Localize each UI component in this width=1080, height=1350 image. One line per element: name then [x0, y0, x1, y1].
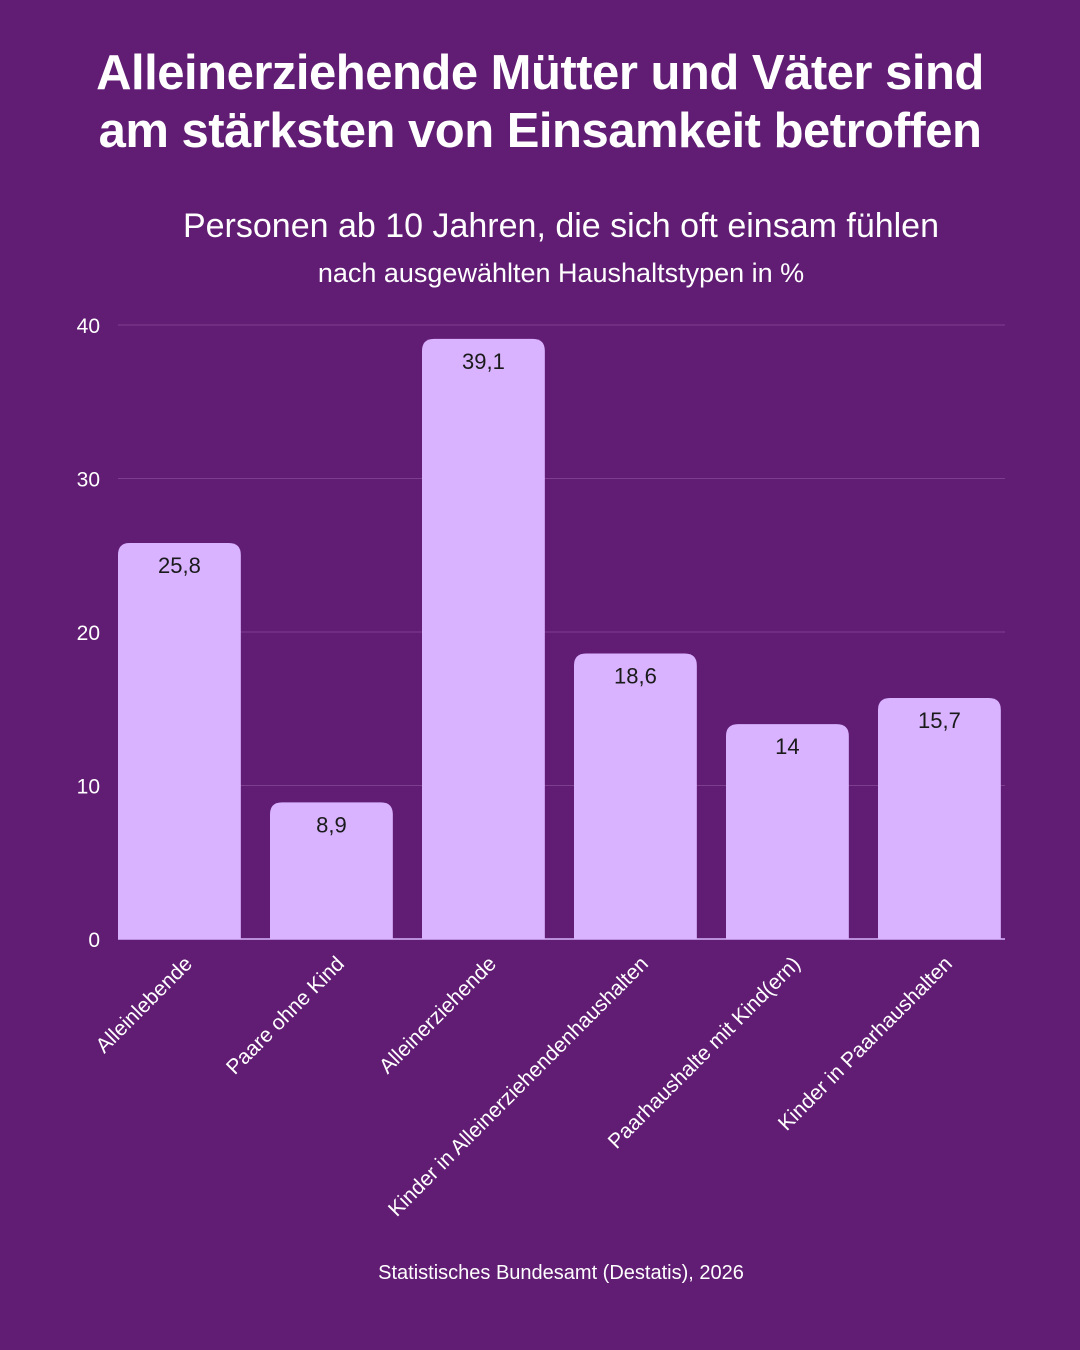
data-label: 15,7	[918, 708, 961, 733]
y-tick-label: 0	[88, 929, 100, 952]
bar	[422, 338, 545, 939]
y-tick-label: 40	[77, 315, 100, 338]
chart-title: Alleinerziehende Mütter und Väter sind a…	[0, 44, 1080, 160]
data-label: 14	[775, 734, 799, 759]
x-tick-label: Paare ohne Kind	[222, 952, 349, 1079]
y-tick-label: 10	[77, 776, 100, 799]
x-tick-label: Alleinerziehende	[375, 952, 501, 1078]
bar	[270, 802, 393, 939]
x-tick-label: Alleinlebende	[92, 952, 197, 1057]
y-tick-label: 20	[77, 622, 100, 645]
bar	[574, 653, 697, 939]
x-tick-label: Kinder in Paarhaushalten	[774, 952, 957, 1135]
chart-title-line-2: am stärksten von Einsamkeit betroffen	[98, 104, 982, 158]
chart-subtitle: Personen ab 10 Jahren, die sich oft eins…	[182, 207, 940, 245]
bar	[878, 698, 1001, 939]
bar	[118, 542, 241, 939]
y-tick-label: 30	[77, 469, 100, 492]
data-label: 25,8	[158, 553, 201, 578]
data-label: 18,6	[614, 663, 657, 688]
chart-title-line-1: Alleinerziehende Mütter und Väter sind	[96, 46, 984, 100]
x-tick-label: Kinder in Alleinerziehendenhaushalten	[384, 952, 653, 1221]
chart-unit-note: nach ausgewählten Haushaltstypen in %	[317, 258, 805, 288]
bar	[726, 724, 849, 939]
data-label: 8,9	[316, 812, 347, 837]
data-label: 39,1	[462, 349, 505, 374]
bar-chart: 0 10 20 30 40 25,8 Alleinlebende 8,9 Paare ohne …	[77, 315, 1005, 1221]
source-note: Statistisches Bundesamt (Destatis), 2026	[378, 1262, 744, 1284]
